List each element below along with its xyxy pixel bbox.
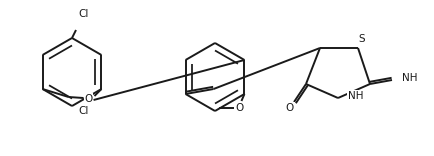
Text: NH: NH [347, 91, 363, 101]
Text: Cl: Cl [78, 106, 89, 116]
Text: O: O [285, 103, 293, 113]
Text: O: O [84, 94, 92, 104]
Text: NH: NH [401, 73, 417, 83]
Text: S: S [358, 34, 365, 44]
Text: Cl: Cl [79, 9, 89, 19]
Text: O: O [235, 103, 243, 113]
